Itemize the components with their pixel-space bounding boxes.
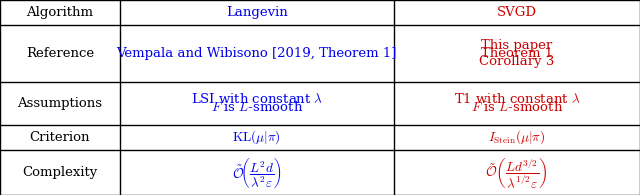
Text: Assumptions: Assumptions — [17, 97, 102, 110]
Text: This paper: This paper — [481, 39, 552, 52]
Text: Langevin: Langevin — [226, 6, 287, 19]
Text: $F$ is $L$-smooth: $F$ is $L$-smooth — [470, 100, 563, 114]
Text: $\mathrm{KL}(\mu|\pi)$: $\mathrm{KL}(\mu|\pi)$ — [232, 129, 281, 146]
Text: Algorithm: Algorithm — [26, 6, 93, 19]
Text: Vempala and Wibisono [2019, Theorem 1]: Vempala and Wibisono [2019, Theorem 1] — [116, 47, 397, 60]
Text: LSI with constant $\lambda$: LSI with constant $\lambda$ — [191, 92, 323, 106]
Text: Reference: Reference — [26, 47, 94, 60]
Text: $\tilde{\mathcal{O}}\left(\dfrac{L d^{3/2}}{\lambda^{1/2} \varepsilon}\right)$: $\tilde{\mathcal{O}}\left(\dfrac{L d^{3/… — [486, 156, 548, 190]
Text: Criterion: Criterion — [29, 131, 90, 144]
Text: $F$ is $L$-smooth: $F$ is $L$-smooth — [211, 100, 303, 114]
Text: Complexity: Complexity — [22, 166, 98, 179]
Text: $\tilde{\mathcal{O}}\!\left(\dfrac{L^2 d}{\lambda^2 \varepsilon}\right)$: $\tilde{\mathcal{O}}\!\left(\dfrac{L^2 d… — [232, 156, 282, 190]
Text: SVGD: SVGD — [497, 6, 537, 19]
Text: T1 with constant $\lambda$: T1 with constant $\lambda$ — [454, 92, 580, 106]
Text: Theorem 1: Theorem 1 — [481, 47, 553, 60]
Text: Corollary 3: Corollary 3 — [479, 55, 554, 68]
Text: $I_{\mathrm{Stein}}(\mu|\pi)$: $I_{\mathrm{Stein}}(\mu|\pi)$ — [488, 129, 545, 146]
